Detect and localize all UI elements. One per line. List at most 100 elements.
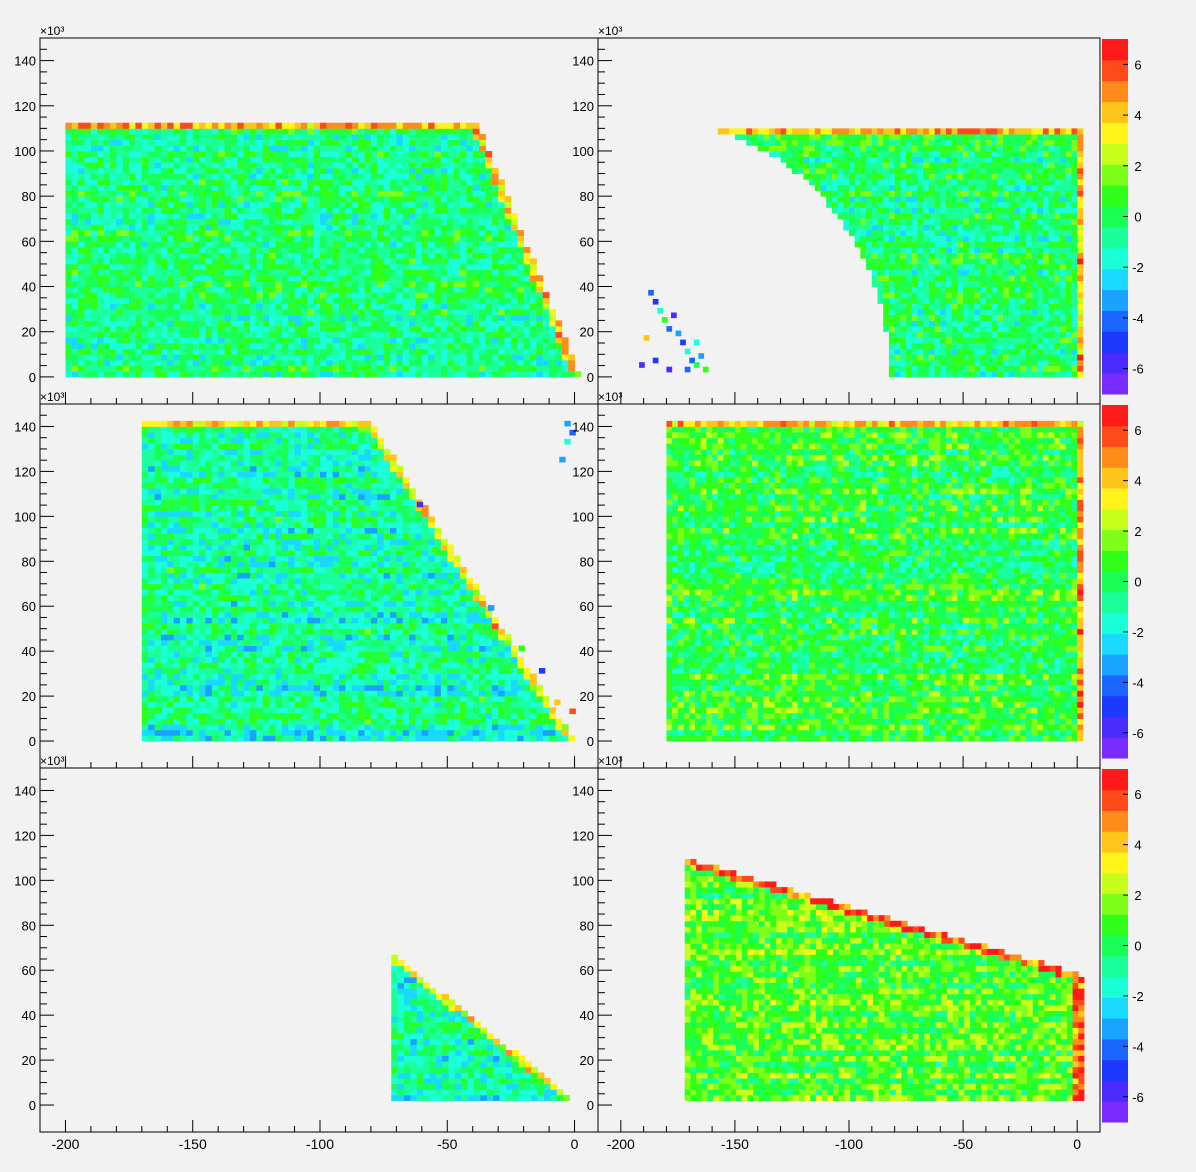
heatmap-cell xyxy=(78,246,85,254)
heatmap-cell xyxy=(224,292,232,299)
heatmap-cell xyxy=(997,320,1004,327)
heatmap-cell xyxy=(154,179,162,186)
heatmap-cell xyxy=(90,201,98,208)
heatmap-cell xyxy=(1025,320,1032,327)
heatmap-cell xyxy=(530,263,537,270)
heatmap-cell xyxy=(218,263,225,270)
heatmap-cell xyxy=(243,241,251,248)
heatmap-cell xyxy=(78,275,85,282)
heatmap-cell xyxy=(1014,252,1021,259)
heatmap-cell xyxy=(963,326,970,333)
heatmap-cell xyxy=(814,128,821,135)
heatmap-cell xyxy=(300,230,308,237)
heatmap-cell xyxy=(428,309,435,316)
heatmap-cell xyxy=(135,134,143,141)
heatmap-cell xyxy=(923,343,930,350)
heatmap-cell xyxy=(923,139,930,146)
heatmap-cell xyxy=(1048,359,1055,366)
heatmap-cell xyxy=(409,365,416,372)
heatmap-cell xyxy=(103,134,111,141)
heatmap-cell xyxy=(1008,258,1015,265)
heatmap-cell xyxy=(160,235,168,242)
heatmap-cell xyxy=(963,224,970,231)
heatmap-cell xyxy=(288,359,295,366)
heatmap-cell xyxy=(230,179,238,186)
heatmap-cell xyxy=(377,314,385,321)
heatmap-cell xyxy=(957,275,964,282)
heatmap-cell xyxy=(434,246,442,254)
heatmap-cell xyxy=(1031,184,1038,191)
heatmap-cell xyxy=(307,134,315,141)
heatmap-cell xyxy=(262,286,270,293)
heatmap-cell xyxy=(951,326,958,333)
heatmap-cell xyxy=(440,162,448,169)
heatmap-cell xyxy=(160,230,168,237)
heatmap-cell xyxy=(186,354,194,361)
heatmap-cell xyxy=(871,269,878,276)
heatmap-cell xyxy=(1025,196,1032,203)
heatmap-cell xyxy=(536,343,544,350)
heatmap-cell xyxy=(167,190,175,197)
heatmap-cell xyxy=(173,150,181,158)
heatmap-cell xyxy=(479,201,486,208)
heatmap-cell xyxy=(945,269,953,276)
heatmap-cell xyxy=(199,162,206,169)
heatmap-cell xyxy=(980,134,987,141)
heatmap-cell xyxy=(250,190,257,197)
heatmap-cell xyxy=(906,224,913,231)
heatmap-cell xyxy=(78,303,85,310)
heatmap-cell xyxy=(326,365,334,372)
heatmap-cell xyxy=(991,280,998,287)
heatmap-cell xyxy=(313,258,321,265)
heatmap-cell xyxy=(517,359,525,366)
heatmap-cell xyxy=(256,150,264,158)
heatmap-cell xyxy=(1031,190,1038,197)
heatmap-cell xyxy=(288,337,295,344)
heatmap-cell xyxy=(262,343,270,350)
heatmap-cell xyxy=(78,145,85,152)
heatmap-cell xyxy=(530,297,537,304)
heatmap-cell xyxy=(415,184,423,191)
heatmap-cell xyxy=(1037,139,1044,146)
heatmap-cell xyxy=(402,280,410,287)
heatmap-cell xyxy=(294,263,302,270)
heatmap-cell xyxy=(906,173,913,180)
heatmap-cell xyxy=(135,173,143,180)
heatmap-cell xyxy=(65,218,73,225)
heatmap-cell xyxy=(339,246,346,254)
heatmap-cell xyxy=(985,286,993,293)
heatmap-cell xyxy=(129,150,136,158)
heatmap-cell xyxy=(211,326,219,333)
heatmap-cell xyxy=(256,207,264,214)
heatmap-cell xyxy=(911,343,918,350)
heatmap-cell xyxy=(313,371,321,378)
heatmap-cell xyxy=(485,156,493,163)
heatmap-cell xyxy=(888,365,896,372)
heatmap-cell xyxy=(167,348,175,355)
heatmap-cell xyxy=(129,359,136,366)
heatmap-cell xyxy=(1037,269,1044,276)
heatmap-cell xyxy=(1037,371,1044,378)
heatmap-cell xyxy=(421,292,429,299)
heatmap-cell xyxy=(339,337,346,344)
heatmap-cell xyxy=(186,122,194,129)
heatmap-cell xyxy=(991,286,998,293)
heatmap-cell xyxy=(453,145,461,152)
heatmap-cell xyxy=(923,252,930,259)
heatmap-cell xyxy=(167,184,175,191)
heatmap-cell xyxy=(173,246,181,254)
heatmap-cell xyxy=(1037,252,1044,259)
heatmap-cell xyxy=(383,269,391,276)
heatmap-cell xyxy=(883,230,890,237)
heatmap-cell xyxy=(797,150,804,158)
heatmap-cell xyxy=(472,173,480,180)
heatmap-cell xyxy=(945,134,953,141)
heatmap-cell xyxy=(211,365,219,372)
heatmap-cell xyxy=(332,241,340,248)
heatmap-cell xyxy=(237,173,245,180)
heatmap-cell xyxy=(447,314,455,321)
heatmap-cell xyxy=(951,309,958,316)
heatmap-cell xyxy=(1048,162,1055,169)
heatmap-cell xyxy=(843,207,850,214)
heatmap-cell xyxy=(218,218,225,225)
